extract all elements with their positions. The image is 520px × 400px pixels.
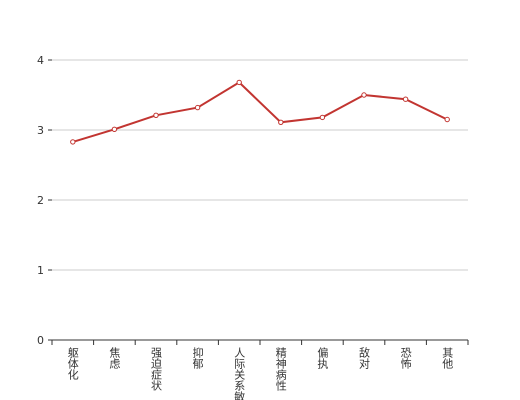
x-tick-label: 焦虑 [108, 347, 121, 369]
point [444, 116, 450, 123]
y-tick-label: 4 [37, 54, 44, 67]
x-tick-label: 其他 [441, 347, 454, 369]
y-tick-label: 1 [37, 264, 44, 277]
x-tick-label: 精神病性 [274, 347, 287, 392]
point [361, 92, 367, 98]
x-tick-label: 偏执 [316, 346, 329, 370]
y-tick-label: 0 [37, 334, 44, 347]
point [402, 96, 409, 102]
x-tick-label: 强迫症状 [150, 347, 163, 391]
line [72, 81, 448, 143]
point [111, 126, 118, 133]
x-tick-label: 人际关系敏感 [233, 347, 246, 400]
y-tick-label: 2 [37, 194, 44, 207]
point [194, 104, 201, 111]
point [236, 79, 242, 86]
x-tick-label: 恐怖 [399, 347, 412, 369]
y-tick-label: 3 [37, 124, 44, 137]
point [70, 139, 76, 145]
point [319, 114, 326, 121]
x-tick-label: 敌对 [358, 346, 371, 369]
point [153, 112, 159, 119]
x-tick-label: 抑郁 [191, 346, 204, 369]
x-tick-label: 躯体化 [66, 347, 79, 381]
point [278, 119, 284, 126]
